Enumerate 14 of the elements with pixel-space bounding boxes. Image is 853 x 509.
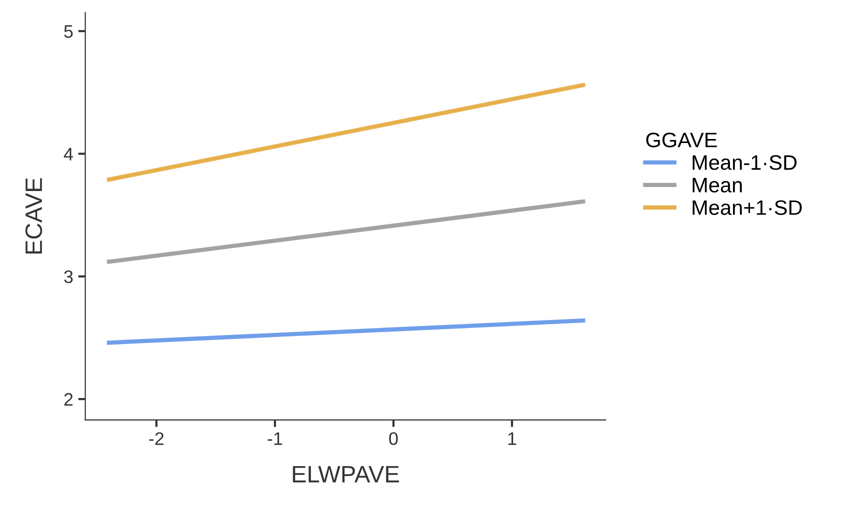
x-tick-label: -1 [268,432,282,445]
x-axis-title: ELWPAVE [292,466,399,482]
legend-label: Mean-1·SD [692,155,797,170]
y-tick-label: 5 [64,25,73,38]
y-tick-label: 2 [64,393,73,406]
x-tick-label: 1 [508,432,516,445]
legend-title: GGAVE [646,132,717,148]
x-tick-label: -2 [149,432,164,445]
y-axis-title: ECAVE [25,178,42,254]
y-tick-label: 4 [64,148,73,160]
legend-label: Mean [692,178,742,192]
y-tick-label: 3 [64,270,73,284]
legend-label: Mean+1·SD [692,200,802,216]
x-tick-label: 0 [389,432,398,445]
